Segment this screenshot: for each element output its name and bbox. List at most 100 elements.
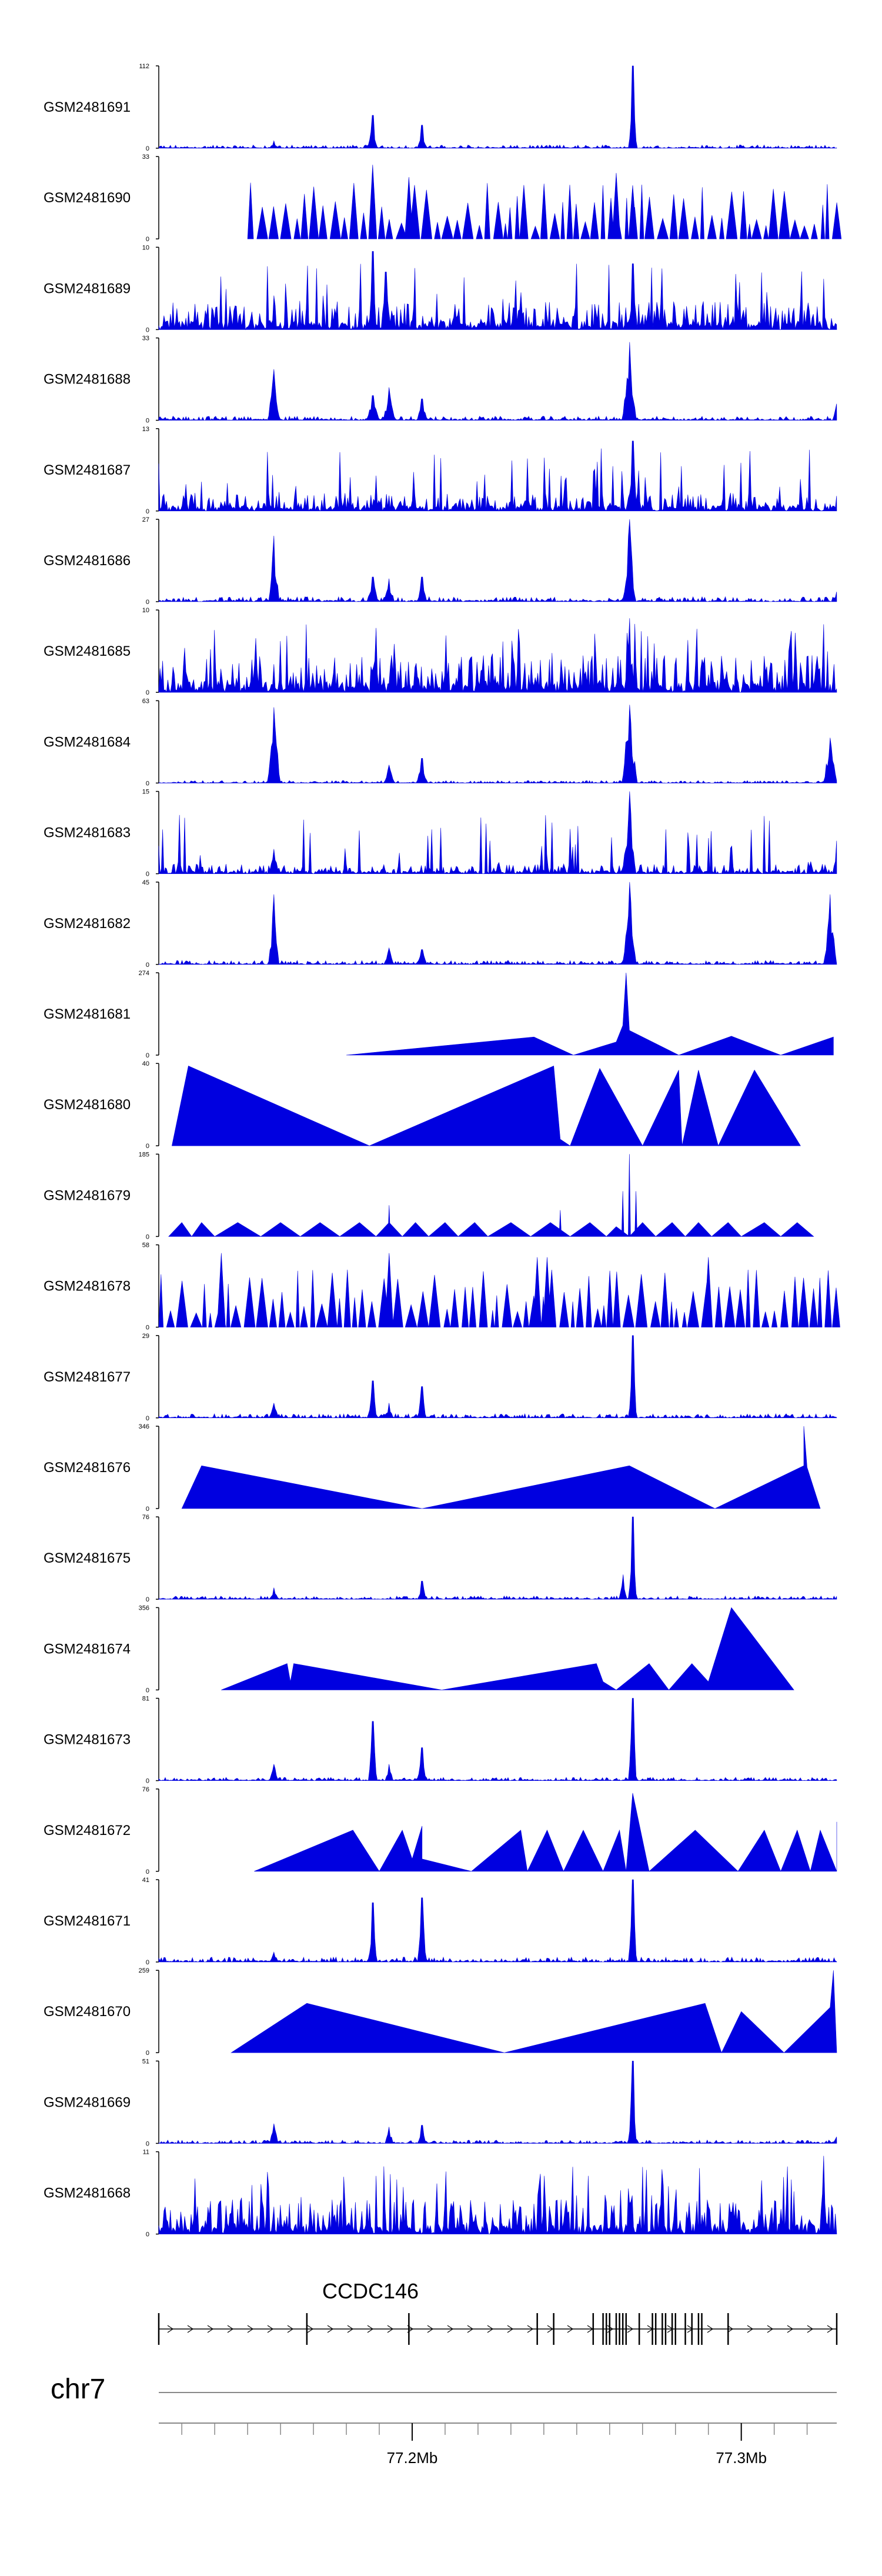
track-label: GSM2481670 [44, 2004, 131, 2020]
track-GSM2481686: GSM2481686 27 0 [44, 516, 837, 606]
track-GSM2481680: GSM2481680 40 0 [44, 1060, 801, 1150]
track-GSM2481675: GSM2481675 76 0 [44, 1514, 837, 1603]
signal-area [158, 618, 837, 693]
track-GSM2481683: GSM2481683 15 0 [44, 789, 837, 878]
signal-area [221, 1607, 794, 1690]
y-max-label: 10 [142, 607, 149, 614]
track-GSM2481673: GSM2481673 81 0 [44, 1696, 837, 1785]
y-max-label: 81 [142, 1696, 149, 1703]
strand-chevron [487, 2325, 494, 2333]
strand-chevron [767, 2325, 774, 2333]
y-max-label: 33 [142, 335, 149, 342]
strand-chevron [267, 2325, 274, 2333]
signal-area [158, 1698, 837, 1781]
y-min-label: 0 [146, 1324, 149, 1332]
strand-chevron [167, 2325, 174, 2333]
signal-area [158, 65, 837, 149]
signal-area [158, 1516, 837, 1600]
track-GSM2481676: GSM2481676 346 0 [44, 1423, 821, 1513]
y-min-label: 0 [146, 1596, 149, 1603]
strand-chevron [727, 2325, 734, 2333]
strand-chevron [527, 2325, 534, 2333]
y-min-label: 0 [146, 2050, 149, 2057]
y-min-label: 0 [146, 236, 149, 243]
y-max-label: 10 [142, 244, 149, 251]
signal-area [168, 1154, 814, 1237]
track-label: GSM2481685 [44, 643, 131, 659]
signal-area [158, 2061, 837, 2144]
track-GSM2481685: GSM2481685 10 0 [44, 607, 837, 696]
track-label: GSM2481679 [44, 1187, 131, 1203]
strand-chevron [227, 2325, 234, 2333]
y-max-label: 27 [142, 516, 149, 523]
y-min-label: 0 [146, 599, 149, 606]
track-GSM2481670: GSM2481670 259 0 [44, 1967, 837, 2057]
track-label: GSM2481674 [44, 1641, 131, 1657]
y-min-label: 0 [146, 871, 149, 878]
y-min-label: 0 [146, 418, 149, 425]
strand-chevron [427, 2325, 434, 2333]
y-max-label: 58 [142, 1242, 149, 1249]
y-min-label: 0 [146, 1778, 149, 1785]
signal-area [172, 1065, 801, 1147]
track-GSM2481671: GSM2481671 41 0 [44, 1877, 837, 1966]
y-min-label: 0 [146, 326, 149, 333]
track-label: GSM2481687 [44, 462, 131, 478]
y-min-label: 0 [146, 1868, 149, 1876]
track-GSM2481682: GSM2481682 45 0 [44, 879, 837, 969]
track-GSM2481668: GSM2481668 11 0 [44, 2149, 837, 2238]
y-max-label: 51 [142, 2058, 149, 2065]
signal-area [158, 519, 837, 602]
y-min-label: 0 [146, 1052, 149, 1059]
track-label: GSM2481672 [44, 1823, 131, 1838]
track-GSM2481684: GSM2481684 63 0 [44, 698, 837, 787]
strand-chevron [507, 2325, 514, 2333]
track-GSM2481687: GSM2481687 13 0 [44, 426, 837, 515]
strand-chevron [467, 2325, 474, 2333]
strand-chevron [187, 2325, 194, 2333]
y-max-label: 76 [142, 1786, 149, 1793]
strand-chevron [347, 2325, 354, 2333]
strand-chevron [747, 2325, 754, 2333]
signal-area [158, 251, 837, 331]
track-GSM2481678: GSM2481678 58 0 [44, 1242, 840, 1332]
y-min-label: 0 [146, 508, 149, 515]
strand-chevron [627, 2325, 634, 2333]
track-label: GSM2481669 [44, 2094, 131, 2110]
track-label: GSM2481677 [44, 1369, 131, 1385]
y-max-label: 40 [142, 1060, 149, 1067]
strand-chevron [247, 2325, 254, 2333]
track-GSM2481681: GSM2481681 274 0 [44, 970, 834, 1059]
signal-area [158, 342, 837, 421]
y-min-label: 0 [146, 145, 149, 152]
y-max-label: 274 [139, 970, 149, 977]
y-max-label: 63 [142, 698, 149, 705]
strand-chevron [707, 2325, 714, 2333]
y-max-label: 41 [142, 1877, 149, 1884]
y-min-label: 0 [146, 962, 149, 969]
strand-chevron [327, 2325, 334, 2333]
strand-chevron [787, 2325, 794, 2333]
y-max-label: 356 [139, 1604, 149, 1611]
track-GSM2481690: GSM2481690 33 0 [44, 154, 842, 243]
strand-chevron [287, 2325, 294, 2333]
track-GSM2481689: GSM2481689 10 0 [44, 244, 837, 333]
signal-area [181, 1426, 821, 1509]
signal-area [158, 1253, 840, 1327]
y-min-label: 0 [146, 1143, 149, 1150]
strand-chevron [447, 2325, 454, 2333]
track-GSM2481679: GSM2481679 185 0 [44, 1151, 814, 1240]
track-label: GSM2481680 [44, 1097, 131, 1113]
signal-area [254, 1793, 837, 1872]
chromosome-label: chr7 [51, 2374, 105, 2405]
y-max-label: 15 [142, 789, 149, 796]
y-max-label: 346 [139, 1423, 149, 1430]
track-label: GSM2481686 [44, 553, 131, 569]
gene-track: CCDC146 [158, 2279, 838, 2345]
y-min-label: 0 [146, 2140, 149, 2147]
signal-tracks: GSM24816911120GSM2481690330GSM2481689100… [44, 63, 842, 2238]
y-max-label: 76 [142, 1514, 149, 1521]
y-max-label: 29 [142, 1333, 149, 1340]
y-max-label: 185 [139, 1151, 149, 1158]
axis-tick-label: 77.2Mb [387, 2449, 438, 2467]
